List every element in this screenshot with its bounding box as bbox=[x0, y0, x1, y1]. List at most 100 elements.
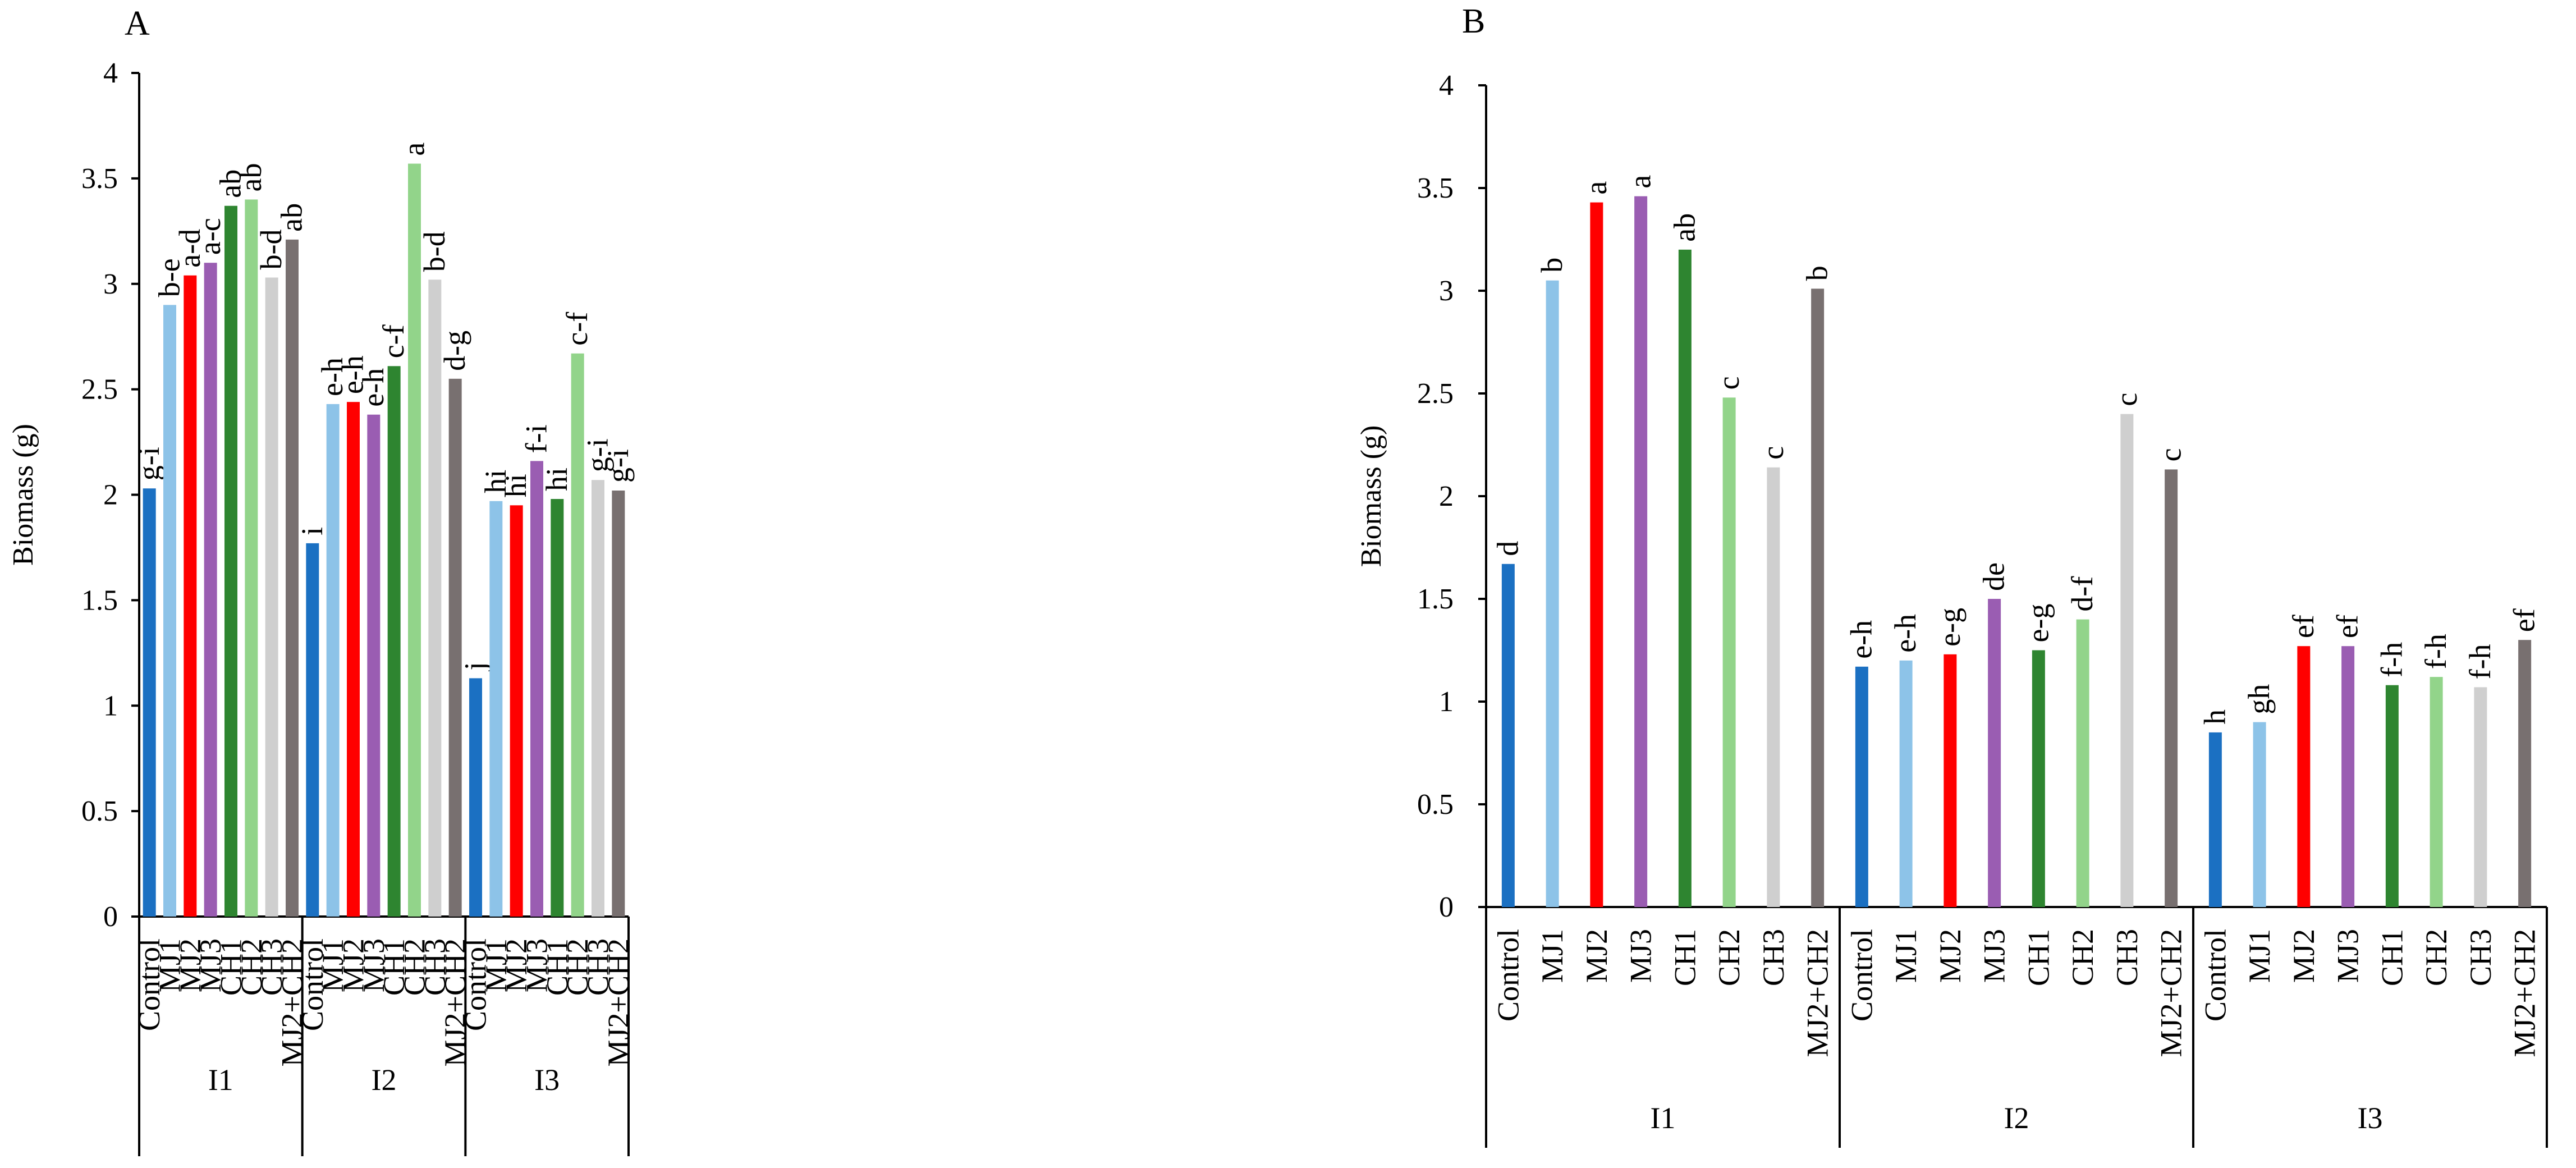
y-tick-label: 0.5 bbox=[81, 795, 118, 827]
significance-letter: ab bbox=[275, 203, 309, 232]
significance-letter: ef bbox=[2331, 615, 2364, 638]
y-tick-label: 2.5 bbox=[1417, 378, 1454, 410]
category-label: MJ3 bbox=[1978, 929, 2011, 983]
significance-letter: a-c bbox=[193, 218, 227, 255]
category-label: Control bbox=[1491, 929, 1525, 1022]
bar-I1-MJ1 bbox=[1546, 280, 1559, 908]
significance-letter: f-h bbox=[2375, 642, 2408, 677]
bar-I1-MJ3 bbox=[1634, 196, 1648, 907]
significance-letter: i bbox=[295, 527, 329, 535]
category-label: MJ3 bbox=[520, 938, 554, 992]
bar-I3-Control bbox=[2208, 732, 2222, 907]
bar-I3-CH2 bbox=[2430, 677, 2443, 907]
category-label: MJ2 bbox=[499, 938, 533, 992]
significance-letter: ab bbox=[214, 170, 247, 198]
significance-letter: a bbox=[397, 143, 431, 156]
significance-letter: c-f bbox=[560, 312, 594, 346]
y-tick-label: 2.5 bbox=[81, 374, 118, 406]
bar-I3-MJ2+CH2 bbox=[612, 490, 625, 917]
category-label: MJ3 bbox=[357, 938, 391, 992]
significance-letter: e-h bbox=[315, 358, 349, 396]
significance-letter: c bbox=[1756, 446, 1790, 460]
bar-I3-CH2 bbox=[571, 353, 584, 917]
significance-letter: d-g bbox=[438, 331, 471, 371]
bar-I2-CH2 bbox=[408, 163, 421, 917]
category-label: MJ2 bbox=[337, 938, 370, 992]
y-tick-label: 2 bbox=[1439, 480, 1454, 512]
bar-I2-MJ2+CH2 bbox=[448, 378, 462, 917]
bar-I2-MJ3 bbox=[1988, 599, 2001, 907]
category-label: CH3 bbox=[2110, 929, 2144, 986]
bar-I2-CH1 bbox=[2032, 650, 2045, 907]
category-label: Control bbox=[459, 938, 493, 1031]
category-label: CH3 bbox=[418, 938, 452, 996]
category-label: MJ2+CH2 bbox=[276, 938, 309, 1067]
panel-label: B bbox=[1462, 2, 1485, 40]
category-label: MJ1 bbox=[153, 938, 187, 992]
significance-letter: b-d bbox=[254, 229, 288, 269]
category-label: MJ1 bbox=[2243, 929, 2276, 983]
bar-I1-CH1 bbox=[224, 205, 237, 917]
significance-letter: d bbox=[1491, 541, 1524, 556]
bar-I2-CH2 bbox=[2076, 619, 2089, 907]
category-label: CH1 bbox=[377, 938, 411, 996]
bar-I2-MJ1 bbox=[326, 404, 340, 917]
panel-label: A bbox=[125, 4, 150, 43]
y-tick-label: 3.5 bbox=[1417, 172, 1454, 204]
group-label-I1: I1 bbox=[208, 1063, 233, 1097]
category-label: CH2 bbox=[235, 938, 268, 996]
y-tick-label: 2 bbox=[103, 479, 118, 511]
bar-I1-MJ3 bbox=[204, 263, 217, 917]
category-label: CH2 bbox=[2419, 929, 2453, 986]
category-label: MJ2 bbox=[173, 938, 207, 992]
bar-I1-Control bbox=[1501, 564, 1515, 907]
significance-letter: f-h bbox=[2463, 644, 2497, 679]
significance-letter: de bbox=[1977, 562, 2011, 591]
significance-letter: c-f bbox=[377, 324, 410, 358]
significance-letter: hi bbox=[499, 474, 533, 497]
group-label-I1: I1 bbox=[1651, 1101, 1676, 1135]
y-tick-label: 0.5 bbox=[1417, 789, 1454, 821]
bar-I2-MJ2 bbox=[347, 402, 360, 917]
bar-I2-CH3 bbox=[428, 280, 442, 917]
significance-letter: gh bbox=[2242, 684, 2276, 714]
bar-I3-MJ2 bbox=[2297, 646, 2311, 907]
category-label: CH1 bbox=[540, 938, 574, 996]
y-tick-label: 1 bbox=[103, 690, 118, 722]
significance-letter: b bbox=[1535, 258, 1569, 273]
significance-letter: b-d bbox=[418, 231, 451, 272]
y-tick-label: 1.5 bbox=[1417, 583, 1454, 615]
category-label: CH1 bbox=[1668, 929, 1702, 986]
category-label: MJ1 bbox=[1889, 929, 1923, 983]
category-label: Control bbox=[2198, 929, 2232, 1022]
bar-I1-MJ1 bbox=[163, 305, 176, 917]
significance-letter: d-f bbox=[2065, 576, 2099, 612]
category-label: MJ2+CH2 bbox=[602, 938, 635, 1067]
significance-letter: e-h bbox=[356, 368, 390, 407]
y-axis-label: Biomass (g) bbox=[1355, 425, 1387, 567]
y-tick-label: 0 bbox=[1439, 891, 1454, 923]
group-label-I2: I2 bbox=[2004, 1101, 2029, 1135]
bar-I3-MJ2 bbox=[510, 505, 523, 917]
significance-letter: ab bbox=[234, 163, 268, 191]
category-label: MJ2+CH2 bbox=[438, 938, 472, 1067]
significance-letter: g-i bbox=[601, 449, 635, 483]
y-tick-label: 1.5 bbox=[81, 584, 118, 616]
chart-panel-B: B Biomass (g) 0 0.5 1 1.5 2 2.5 3 3.5 4 I1 d Control b… bbox=[1355, 2, 2548, 1148]
significance-letter: ef bbox=[2508, 608, 2541, 632]
category-label: MJ2 bbox=[2287, 929, 2321, 983]
category-label: Control bbox=[1845, 929, 1878, 1022]
category-label: CH2 bbox=[1712, 929, 1746, 986]
bar-I3-MJ1 bbox=[2253, 722, 2266, 907]
bar-I2-CH1 bbox=[387, 366, 401, 917]
y-tick-label: 1 bbox=[1439, 686, 1454, 718]
category-label: CH1 bbox=[2022, 929, 2055, 986]
significance-letter: a bbox=[1579, 181, 1613, 195]
significance-letter: c bbox=[2110, 393, 2143, 406]
significance-letter: e-h bbox=[336, 355, 370, 394]
category-label: CH3 bbox=[1757, 929, 1790, 986]
significance-letter: c bbox=[1712, 376, 1745, 390]
bar-I1-CH1 bbox=[1678, 249, 1692, 907]
bar-I2-MJ1 bbox=[1899, 660, 1913, 907]
